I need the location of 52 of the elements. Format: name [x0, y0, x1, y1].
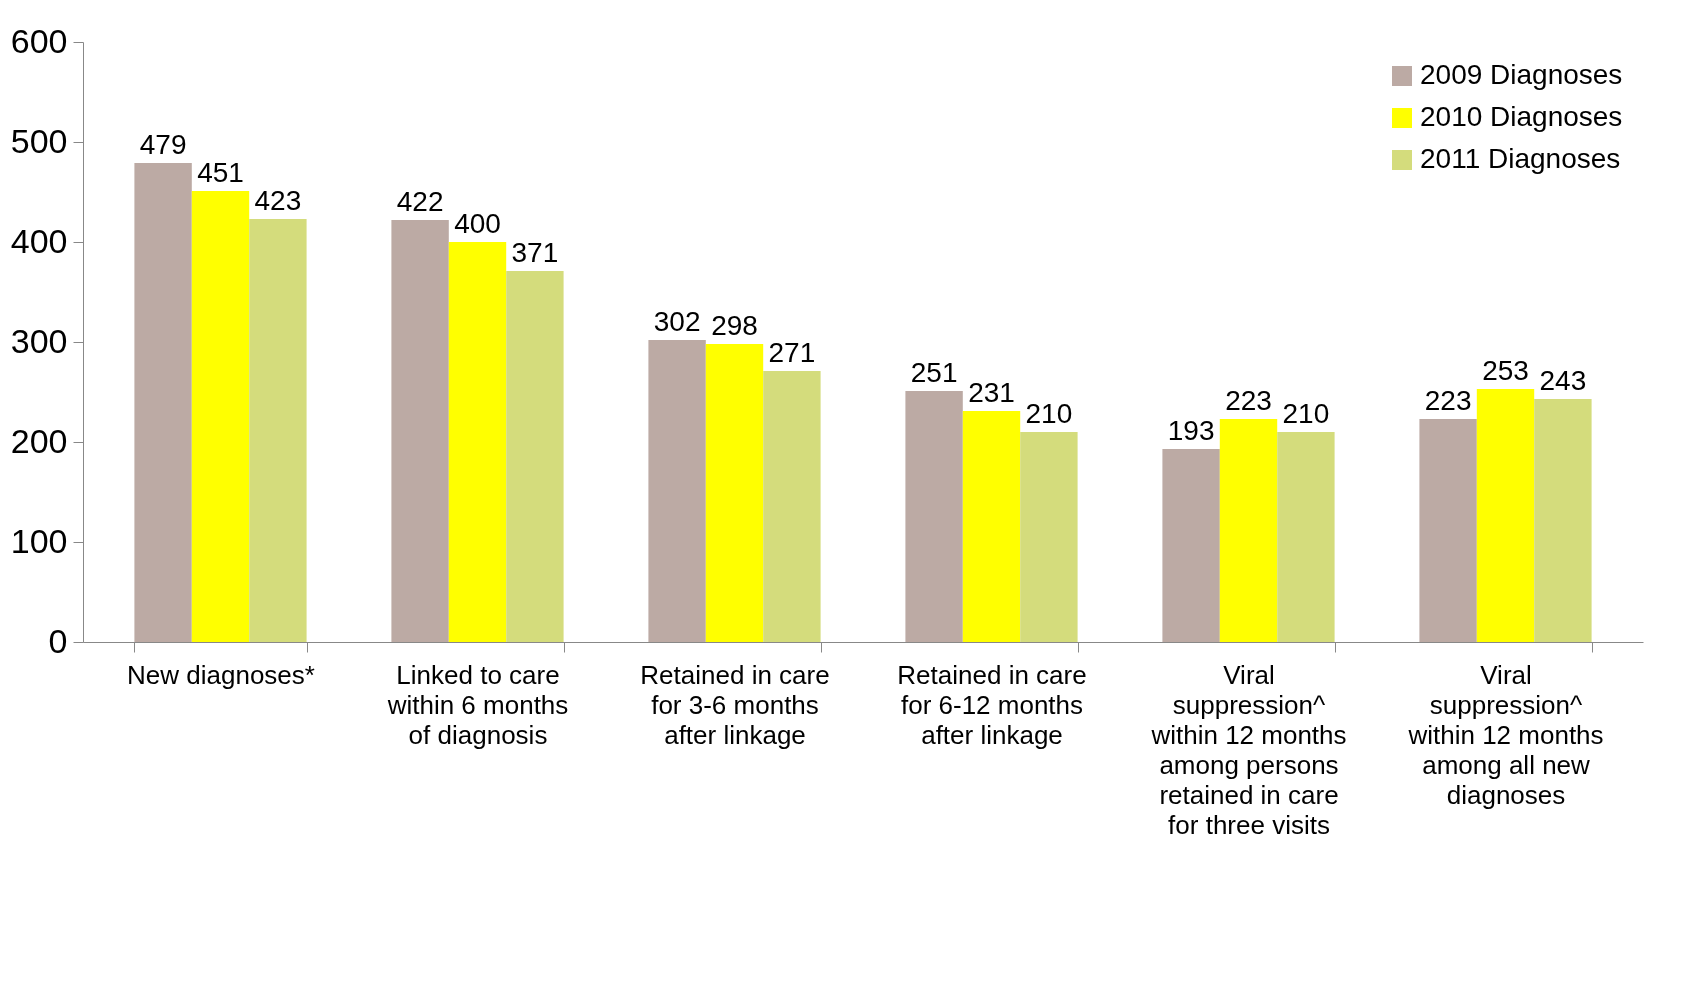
y-tick-label: 0 — [48, 621, 68, 660]
bar — [763, 371, 821, 642]
x-tick-label: New diagnoses* — [127, 659, 315, 690]
data-label: 223 — [1424, 385, 1472, 416]
data-label: 231 — [968, 377, 1015, 408]
data-label: 298 — [711, 310, 758, 341]
data-label: 251 — [910, 357, 958, 388]
data-label: 423 — [254, 185, 302, 216]
bar — [1277, 432, 1335, 642]
y-tick-label: 200 — [10, 421, 68, 460]
bar — [191, 191, 250, 642]
x-tick-label: Retained in care for 6-12 months after linkage — [897, 659, 1087, 750]
data-label: 253 — [1482, 355, 1529, 386]
x-tick-label: Viral suppression^ within 12 months among persons retained in care for three visits — [1150, 659, 1347, 840]
bar — [506, 271, 564, 642]
bar — [962, 411, 1021, 642]
data-label: 371 — [511, 237, 559, 268]
legend-label: 2009 Diagnoses — [1420, 59, 1623, 90]
data-label: 302 — [653, 306, 701, 337]
bar — [1419, 419, 1477, 642]
y-tick-label: 500 — [10, 121, 68, 160]
data-label: 479 — [139, 129, 187, 160]
bar — [1162, 449, 1220, 642]
y-tick-label: 400 — [10, 221, 68, 260]
bar — [905, 391, 963, 642]
x-tick-label: Linked to care within 6 months of diagnosis — [386, 659, 569, 750]
bar — [448, 242, 507, 642]
bar — [648, 340, 706, 642]
x-tick-label: Viral suppression^ within 12 months among all new diagnoses — [1407, 659, 1604, 810]
data-label: 422 — [396, 186, 444, 217]
bar — [1219, 419, 1278, 642]
data-label: 193 — [1167, 415, 1215, 446]
y-tick-label: 600 — [10, 21, 68, 60]
bar — [134, 163, 192, 642]
data-label: 210 — [1282, 398, 1330, 429]
data-label: 400 — [454, 208, 501, 239]
data-label: 271 — [768, 337, 816, 368]
data-label: 223 — [1225, 385, 1272, 416]
bar — [1020, 432, 1078, 642]
y-tick-label: 100 — [10, 521, 68, 560]
bar — [1534, 399, 1592, 642]
legend-label: 2011 Diagnoses — [1420, 143, 1621, 174]
bar — [249, 219, 307, 642]
legend-label: 2010 Diagnoses — [1420, 101, 1623, 132]
data-label: 451 — [197, 157, 244, 188]
bar — [705, 344, 764, 642]
y-tick-label: 300 — [10, 321, 68, 360]
data-label: 210 — [1025, 398, 1073, 429]
data-label: 243 — [1539, 365, 1587, 396]
x-tick-label: Retained in care for 3-6 months after linkage — [640, 659, 830, 750]
bar — [1476, 389, 1535, 642]
bar — [391, 220, 449, 642]
